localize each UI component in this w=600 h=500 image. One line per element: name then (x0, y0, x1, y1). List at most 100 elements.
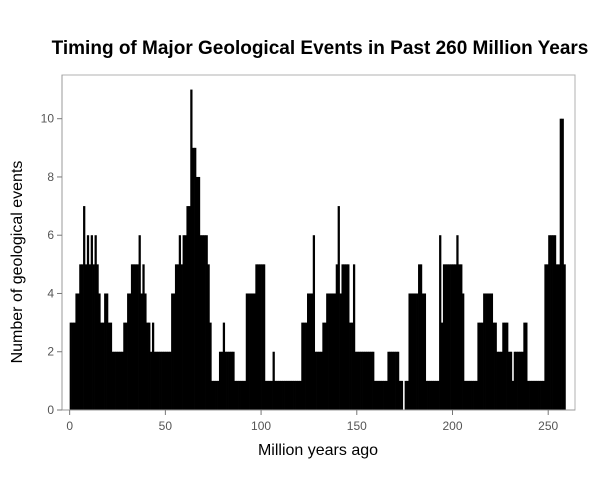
bar (423, 293, 427, 410)
bar (236, 380, 239, 410)
bar (195, 176, 199, 410)
bar (538, 380, 541, 410)
x-tick-label: 150 (347, 419, 367, 433)
bar (490, 293, 494, 410)
bar (425, 380, 428, 410)
bar (534, 380, 538, 410)
bar (280, 380, 283, 410)
bar (199, 235, 203, 410)
bar (448, 264, 451, 410)
bar (530, 380, 534, 410)
bar (561, 118, 564, 410)
bar (169, 351, 172, 410)
bar (492, 322, 495, 410)
bar (328, 293, 331, 410)
x-tick-label: 100 (251, 419, 271, 433)
bar (496, 351, 499, 410)
bar (500, 351, 503, 410)
bar (410, 293, 413, 410)
bar (307, 293, 310, 410)
bar (521, 351, 524, 410)
bar (504, 322, 507, 410)
bar (251, 293, 254, 410)
bar (506, 322, 509, 410)
bar (159, 351, 162, 410)
bar (274, 380, 277, 410)
bar (446, 264, 450, 410)
bar (544, 264, 547, 410)
bar (354, 351, 358, 410)
bar (130, 264, 134, 410)
bar (513, 351, 517, 410)
bar (360, 351, 363, 410)
bar (391, 351, 394, 410)
bar (314, 351, 317, 410)
bar (559, 118, 562, 410)
bar (396, 351, 400, 410)
bar (477, 322, 480, 410)
bar (546, 264, 549, 410)
bar (284, 380, 287, 410)
bar (161, 351, 164, 410)
bar (429, 380, 432, 410)
bar (310, 293, 314, 410)
bar (119, 351, 122, 410)
bar (192, 147, 195, 410)
bar (297, 380, 300, 410)
bar (412, 293, 415, 410)
y-tick-label: 6 (47, 228, 54, 242)
bar (331, 293, 335, 410)
bar (352, 264, 356, 410)
bar (452, 264, 455, 410)
bar (180, 264, 183, 410)
bar (207, 264, 210, 410)
bar (173, 293, 176, 410)
bar (134, 264, 137, 410)
bar (132, 264, 136, 410)
bar (234, 380, 237, 410)
bar (548, 235, 551, 410)
bar (287, 380, 291, 410)
bar (115, 351, 118, 410)
bar (232, 351, 235, 410)
y-tick-label: 4 (47, 286, 54, 300)
bar (165, 351, 168, 410)
bar (406, 380, 409, 410)
bar (150, 351, 153, 410)
y-tick-label: 10 (41, 112, 55, 126)
bar (326, 293, 329, 410)
bar (416, 293, 419, 410)
bar (86, 235, 90, 410)
bar (316, 351, 319, 410)
bar (374, 380, 377, 410)
bar (142, 264, 145, 410)
bar (479, 322, 482, 410)
bar (441, 322, 444, 410)
bar (291, 380, 294, 410)
bar (213, 380, 216, 410)
bar (92, 264, 95, 410)
bar (337, 206, 340, 410)
bar (335, 264, 338, 410)
bar (285, 380, 289, 410)
bar (439, 235, 442, 410)
bars (69, 89, 566, 410)
bar (140, 293, 143, 410)
bar (358, 351, 361, 410)
bar (303, 322, 306, 410)
bar (241, 380, 245, 410)
bar (421, 293, 425, 410)
bar (238, 380, 241, 410)
bar (473, 380, 476, 410)
bar (333, 293, 337, 410)
y-tick-label: 2 (47, 345, 54, 359)
bar (264, 380, 268, 410)
bar (83, 206, 86, 410)
bar (136, 264, 139, 410)
bar (301, 322, 304, 410)
bar (372, 351, 375, 410)
bar (305, 322, 308, 410)
bar (511, 380, 515, 410)
bar (320, 351, 323, 410)
bar (529, 380, 532, 410)
